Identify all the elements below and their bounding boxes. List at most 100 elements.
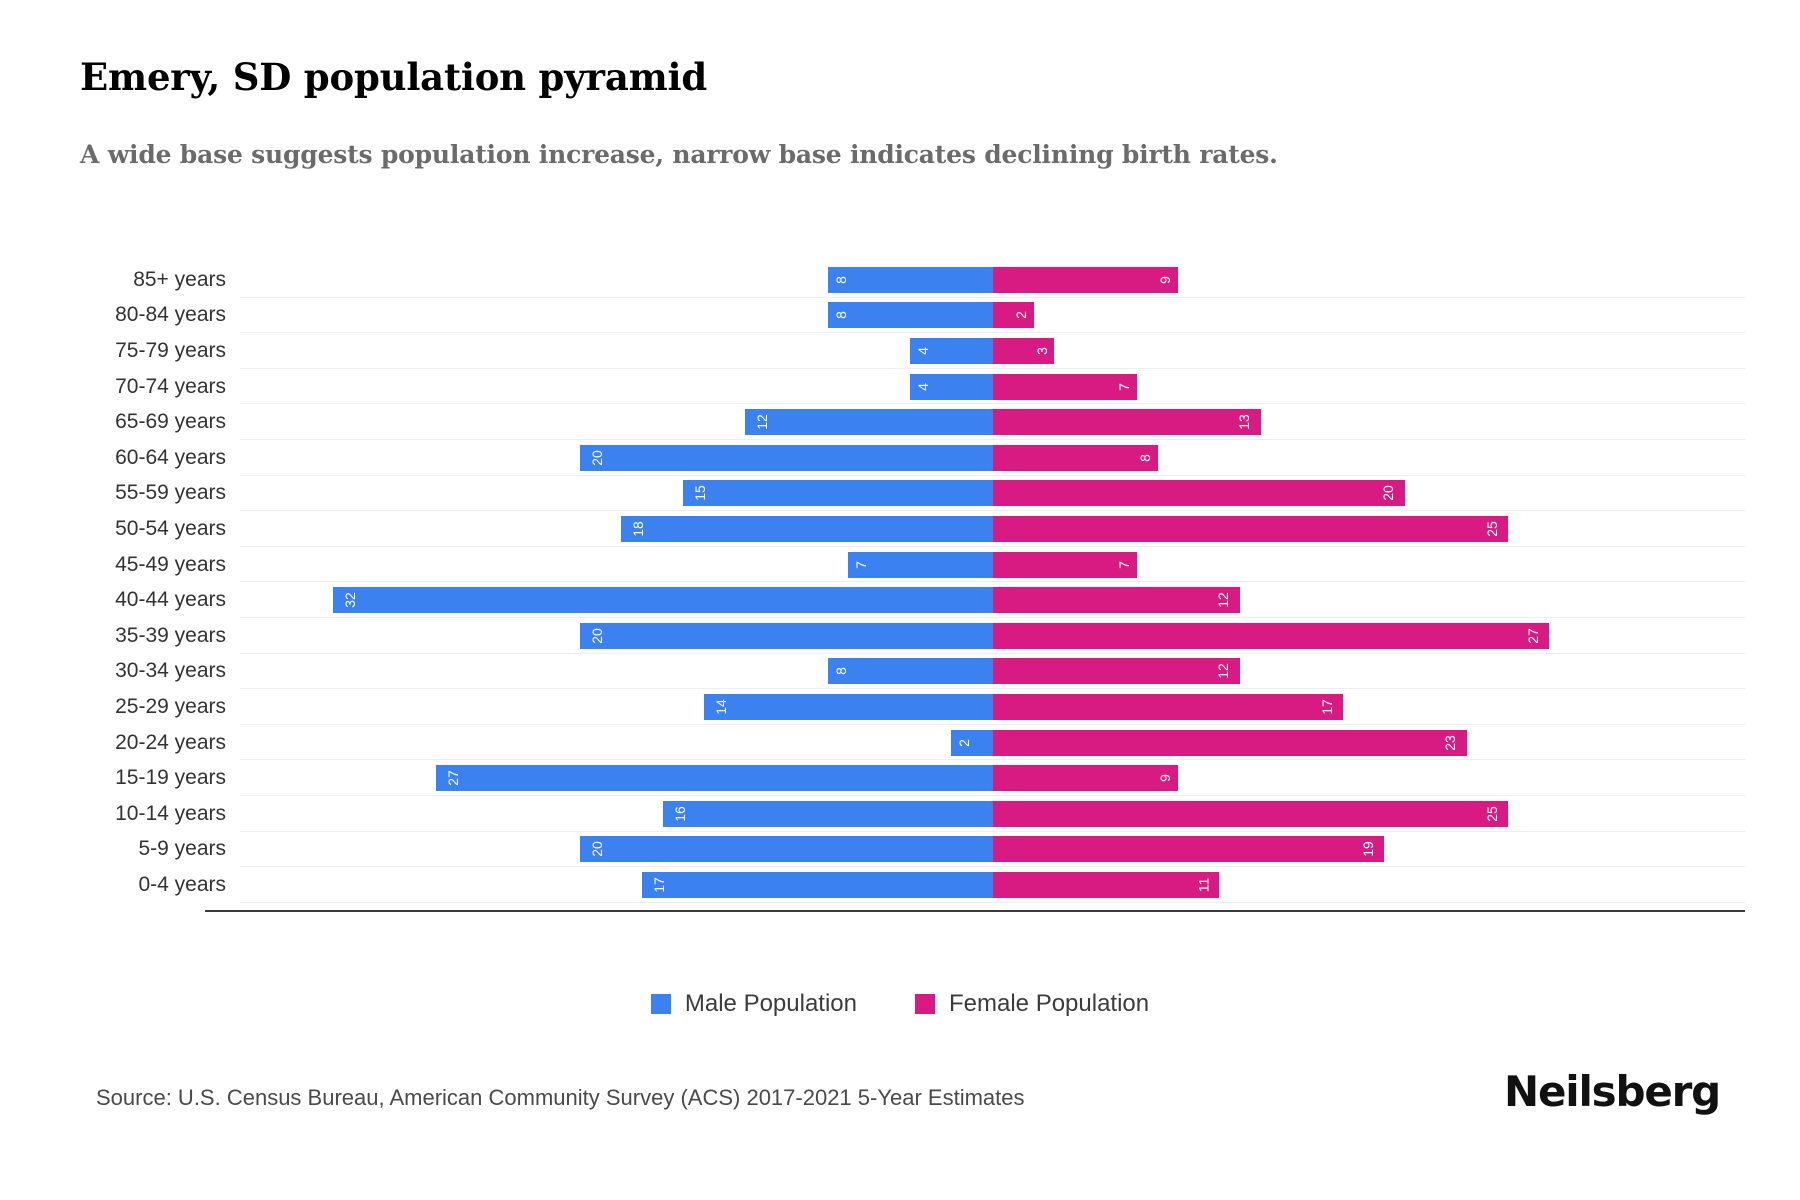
- chart-row: 65-69 years 12 13: [115, 404, 1745, 440]
- bar-value-label: 8: [832, 311, 849, 320]
- y-axis-label: 40-44 years: [115, 588, 226, 612]
- chart-row: 30-34 years 8 12: [115, 654, 1745, 690]
- bar-value-label: 2: [1012, 311, 1029, 320]
- bar-male[interactable]: 32: [332, 587, 993, 614]
- gridline: [240, 688, 1745, 690]
- bar-female[interactable]: 3: [992, 337, 1055, 364]
- y-axis-label: 20-24 years: [115, 730, 226, 754]
- bar-value-label: 7: [853, 560, 870, 569]
- bar-value-label: 25: [1483, 805, 1500, 822]
- bar-female[interactable]: 19: [992, 836, 1385, 863]
- bar-female[interactable]: 12: [992, 658, 1240, 685]
- bar-female[interactable]: 20: [992, 480, 1405, 507]
- gridline: [240, 901, 1745, 903]
- bar-male[interactable]: 7: [848, 551, 993, 578]
- bar-value-label: 32: [341, 592, 358, 608]
- bar-value-label: 9: [1157, 774, 1174, 783]
- legend-swatch-male-icon: [650, 994, 671, 1014]
- bar-male[interactable]: 4: [910, 337, 993, 364]
- bar-value-label: 9: [1157, 275, 1174, 284]
- gridline: [240, 403, 1745, 405]
- bar-male[interactable]: 16: [662, 800, 993, 827]
- bar-male[interactable]: 8: [827, 302, 993, 329]
- bar-value-label: 8: [1136, 453, 1153, 462]
- y-axis-label: 5-9 years: [138, 837, 226, 861]
- gridline: [240, 616, 1745, 618]
- legend-item-male[interactable]: Male Population: [650, 990, 857, 1018]
- bar-value-label: 4: [914, 382, 931, 391]
- chart-row: 15-19 years 27 9: [115, 760, 1745, 796]
- bar-male[interactable]: 20: [580, 622, 993, 649]
- bar-female[interactable]: 25: [992, 800, 1509, 827]
- gridline: [240, 332, 1745, 334]
- y-axis-label: 10-14 years: [115, 801, 226, 825]
- legend-item-female[interactable]: Female Population: [915, 990, 1149, 1018]
- chart-row: 0-4 years 17 11: [138, 867, 1745, 903]
- gridline: [240, 723, 1745, 725]
- bar-value-label: 12: [1215, 663, 1232, 680]
- bar-value-label: 20: [588, 449, 605, 466]
- bar-female[interactable]: 11: [992, 871, 1220, 898]
- bar-female[interactable]: 13: [992, 409, 1261, 436]
- gridline: [240, 510, 1745, 512]
- bar-male[interactable]: 20: [580, 836, 993, 863]
- bar-female[interactable]: 23: [992, 729, 1467, 756]
- bar-male[interactable]: 20: [580, 444, 993, 471]
- bar-female[interactable]: 2: [992, 302, 1034, 329]
- bar-female[interactable]: 9: [992, 765, 1179, 792]
- page-title: Emery, SD population pyramid: [80, 55, 708, 99]
- brand-logo: Neilsberg: [1504, 1067, 1721, 1116]
- gridline: [240, 759, 1745, 761]
- bar-female[interactable]: 12: [992, 587, 1240, 614]
- source-note: Source: U.S. Census Bureau, American Com…: [96, 1085, 1025, 1110]
- y-axis-label: 15-19 years: [115, 766, 226, 790]
- bar-male[interactable]: 27: [435, 765, 993, 792]
- bar-value-label: 19: [1359, 841, 1376, 858]
- bar-male[interactable]: 14: [703, 693, 993, 720]
- bar-female[interactable]: 7: [992, 373, 1137, 400]
- bar-female[interactable]: 25: [992, 515, 1509, 542]
- bar-female[interactable]: 7: [992, 551, 1137, 578]
- bar-male[interactable]: 8: [827, 266, 993, 293]
- chart-row: 70-74 years 4 7: [115, 369, 1745, 405]
- bar-female[interactable]: 8: [992, 444, 1158, 471]
- gridline: [240, 545, 1745, 547]
- chart-row: 60-64 years 20 8: [115, 440, 1745, 476]
- bar-male[interactable]: 8: [827, 658, 993, 685]
- legend-swatch-female-icon: [915, 994, 935, 1014]
- x-axis-line: [205, 910, 1745, 912]
- y-axis-label: 75-79 years: [115, 338, 226, 362]
- chart-row: 20-24 years 2 23: [115, 725, 1745, 761]
- legend-label-male: Male Population: [684, 990, 857, 1017]
- bar-value-label: 16: [671, 805, 688, 822]
- bar-value-label: 17: [650, 877, 667, 893]
- bar-value-label: 8: [832, 275, 849, 284]
- bar-male[interactable]: 2: [951, 729, 993, 756]
- y-axis-label: 35-39 years: [115, 623, 226, 647]
- bar-value-label: 12: [753, 414, 770, 430]
- bar-female[interactable]: 17: [992, 693, 1344, 720]
- bar-male[interactable]: 15: [683, 480, 993, 507]
- bar-male[interactable]: 4: [910, 373, 993, 400]
- bar-value-label: 20: [588, 627, 605, 644]
- bar-value-label: 7: [1115, 560, 1132, 569]
- chart-rows: 85+ years 8 9 80-84 years 8 2 75-79 years 4 3 70-…: [115, 262, 1745, 903]
- bar-value-label: 4: [914, 347, 931, 355]
- gridline: [240, 367, 1745, 369]
- y-axis-label: 30-34 years: [115, 659, 226, 683]
- chart-row: 50-54 years 18 25: [115, 511, 1745, 547]
- bar-value-label: 18: [630, 521, 647, 537]
- bar-male[interactable]: 18: [621, 515, 993, 542]
- chart-row: 35-39 years 20 27: [115, 618, 1745, 654]
- chart-row: 40-44 years 32 12: [115, 582, 1745, 618]
- bar-value-label: 7: [1115, 382, 1132, 391]
- bar-female[interactable]: 9: [992, 266, 1179, 293]
- bar-female[interactable]: 27: [992, 622, 1550, 649]
- bar-value-label: 20: [588, 841, 605, 858]
- chart-row: 5-9 years 20 19: [138, 832, 1745, 868]
- bar-male[interactable]: 12: [745, 409, 993, 436]
- chart-row: 55-59 years 15 20: [115, 476, 1745, 512]
- bar-male[interactable]: 17: [641, 871, 993, 898]
- y-axis-label: 45-49 years: [115, 552, 226, 576]
